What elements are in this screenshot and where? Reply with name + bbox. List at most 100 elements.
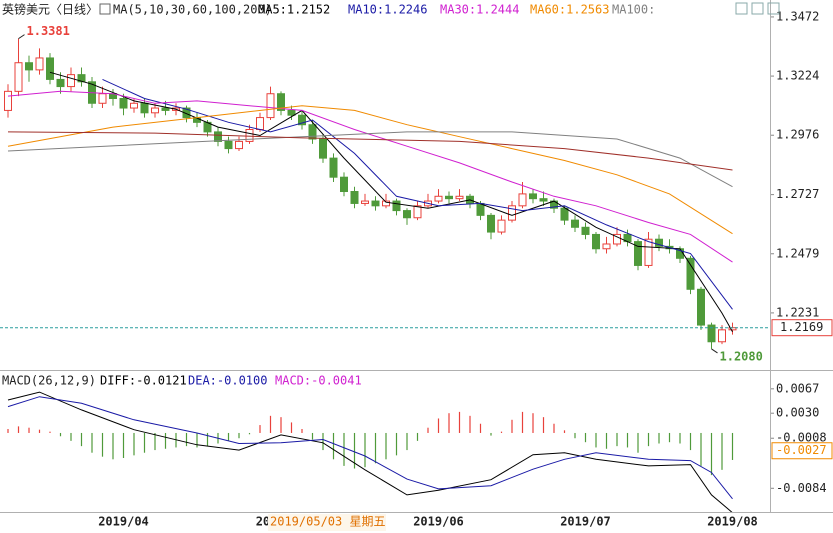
x-tick-label: 2019/04 [98,515,149,529]
legend-entry: MA5:1.2152 [258,3,330,17]
candle-body [77,74,86,83]
y-tick-label: 1.2727 [776,187,819,201]
extreme-label: 1.2080 [720,349,763,363]
candle-body [581,226,590,235]
legend-entry: MA10:1.2246 [348,3,427,17]
candle-body [707,324,716,343]
candle-body [508,205,516,221]
candle-body [14,62,23,92]
candle-body [644,238,653,266]
candle-body [445,195,453,200]
candle-body [571,219,579,228]
candle-body [413,205,422,219]
x-tick-label: 2019/07 [560,515,611,529]
extreme-marker [18,34,25,40]
legend-entry: MA100: [612,3,655,17]
icon[interactable] [767,2,780,15]
candle-body [214,131,222,142]
candle-body [529,193,537,200]
ma-line [102,78,733,310]
candle-body [130,102,138,109]
overlay: MA5:1.2152 MA10:1.2246 MA30:1.2444 MA60:1.2… [18,3,833,531]
x-tick-label: 2019/08 [707,515,758,529]
candle-body [392,200,401,212]
candle-body [245,129,254,142]
candle-body [67,74,75,88]
macd-title: MACD(26,12,9) [2,374,96,388]
extreme-marker [711,348,718,354]
candle-body [161,107,170,111]
y-tick-label: 1.2479 [776,246,819,260]
ma-line [7,131,733,171]
candle-body [329,157,338,178]
candle-body [403,210,411,219]
chart-title: 英镑美元〈日线〉 [2,2,98,17]
plot-layer: 1.3472 1.3224 1.2976 1.2727 1.2479 1.2231 0.00… [0,9,827,514]
candle-body [476,202,485,216]
candle-body [4,90,12,111]
cursor-label: 2019/05/03 星期五 [270,515,385,529]
candle-body [497,219,506,233]
y-tick-label: 1.3472 [776,9,819,23]
candle-body [224,140,233,150]
candle-body [634,241,642,266]
candle-body [308,124,317,140]
candle-body [25,62,33,71]
candle-body [382,200,390,207]
candle-body [151,107,159,114]
x-tick-label: 2019/06 [413,515,464,529]
candle-body [686,257,695,290]
extreme-label: 1.3381 [27,24,70,38]
candle-body [119,97,128,109]
y-tick-label: -0.0008 [776,431,827,445]
ma-line [7,391,733,514]
candle-body [718,329,726,343]
y-tick-label: -0.0084 [776,481,827,495]
candle-body [613,233,621,245]
macd-marker-box [771,442,833,460]
cursor-label-box [268,514,386,531]
y-tick-label: 1.2976 [776,128,819,142]
candle-body [560,207,569,221]
candle-body [655,238,663,247]
ma-line [7,90,733,263]
y-tick-label: 0.0067 [776,381,819,395]
candle-body [361,200,369,204]
candle-body [455,195,464,200]
legend-entry: MA30:1.2444 [440,3,519,17]
candle-body [56,78,65,88]
icon[interactable] [735,2,748,15]
candle-body [539,198,548,202]
candle-body [518,193,527,207]
last-price-box [771,319,833,337]
candle-body [256,117,264,131]
legend-entry: MA60:1.2563 [530,3,609,17]
candle-body [697,288,705,326]
macd-marker-label: -0.0027 [776,443,827,457]
icon[interactable] [751,2,764,15]
candle-body [98,93,107,104]
legend-entry: DIFF:-0.0121 [100,374,187,388]
ma-line [7,131,733,188]
ma-line [7,105,733,235]
candle-body [487,214,495,233]
legend-entry: DEA:-0.0100 [188,374,267,388]
chart-subtitle: MA(5,10,30,60,100,200) [113,3,272,17]
candle-body [266,93,275,119]
candle-body [319,138,327,159]
ma-icon [99,3,111,15]
legend-entry: MACD:-0.0041 [275,374,362,388]
header: 英镑美元〈日线〉 MA(5,10,30,60,100,200) MACD(26,… [2,2,780,388]
candle-body [140,102,149,114]
candle-body [287,109,296,116]
y-tick-label: 1.2231 [776,305,819,319]
candle-body [371,200,380,207]
ma-line [7,396,733,500]
y-tick-label: 0.0030 [776,406,819,420]
last-price-label: 1.2169 [780,320,823,334]
candle-body [298,114,306,126]
candle-body [602,243,611,250]
candle-body [235,140,243,150]
candle-body [350,191,359,204]
